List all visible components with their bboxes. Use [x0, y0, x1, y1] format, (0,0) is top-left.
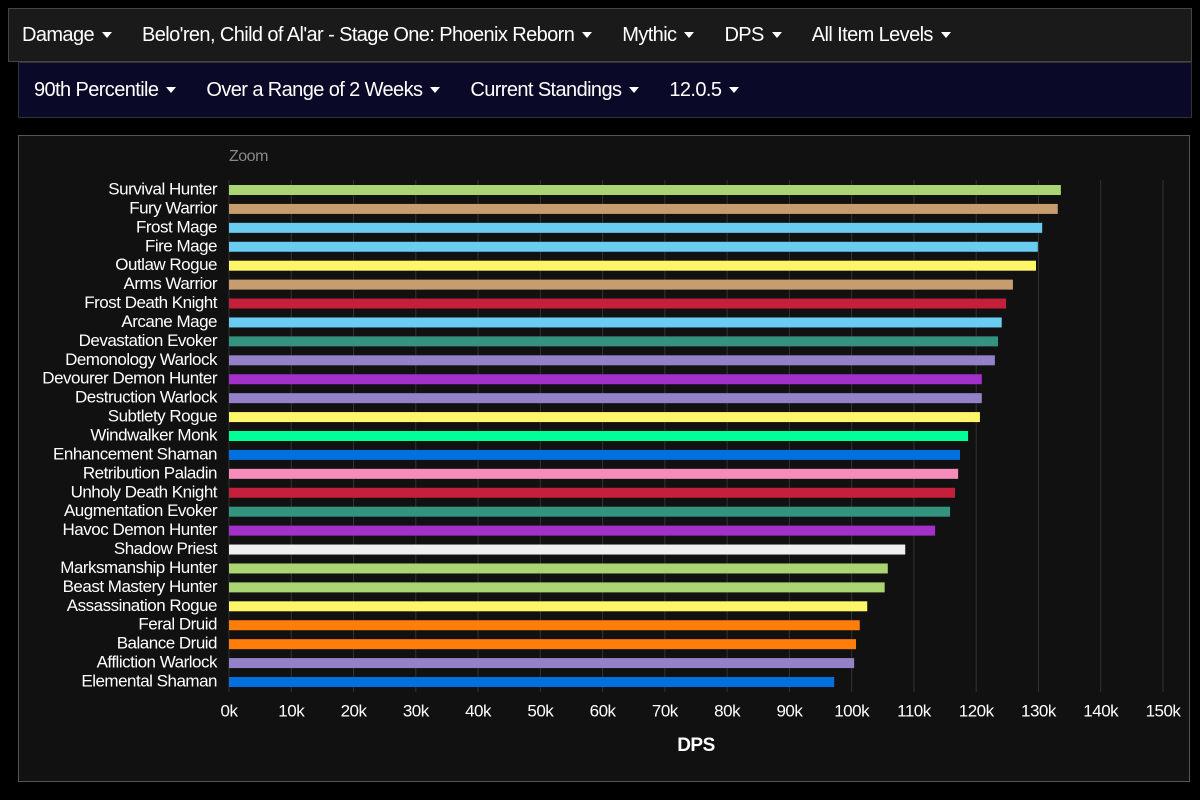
bar [229, 222, 1043, 233]
bar [229, 260, 1036, 271]
bar [229, 412, 980, 423]
bar [229, 620, 860, 631]
dropdown[interactable]: Over a Range of 2 Weeks [206, 79, 440, 102]
bar [229, 279, 1013, 290]
y-tick-label: Frost Death Knight [84, 293, 218, 312]
y-tick-label: Arcane Mage [121, 312, 217, 331]
y-tick-label: Marksmanship Hunter [60, 558, 218, 577]
dropdown[interactable]: Current Standings [470, 79, 639, 102]
x-tick-label: 80k [714, 701, 741, 720]
y-tick-label: Havoc Demon Hunter [63, 520, 218, 539]
x-axis-title: DPS [677, 735, 715, 756]
bar [229, 582, 885, 593]
dropdown[interactable]: All Item Levels [812, 24, 951, 47]
x-tick-label: 50k [527, 701, 554, 720]
y-tick-label: Survival Hunter [108, 179, 218, 198]
bar [229, 355, 995, 366]
bar [229, 336, 998, 347]
bar [229, 317, 1002, 328]
x-tick-label: 110k [897, 701, 932, 720]
bar [229, 639, 857, 650]
x-tick-label: 70k [652, 701, 679, 720]
filter-bar: Damage Belo'ren, Child of Al'ar - Stage O… [8, 8, 1192, 62]
x-tick-label: 20k [341, 701, 368, 720]
x-tick-label: 0k [221, 701, 239, 720]
bar [229, 563, 888, 574]
y-tick-label: Subtlety Rogue [108, 407, 217, 426]
y-tick-label: Beast Mastery Hunter [63, 577, 218, 596]
bar [229, 374, 982, 385]
bar [229, 298, 1007, 309]
zoom-label[interactable]: Zoom [229, 148, 269, 165]
x-tick-label: 130k [1021, 701, 1057, 720]
y-tick-label: Retribution Paladin [83, 463, 217, 482]
y-tick-label: Elemental Shaman [81, 671, 217, 690]
bar [229, 431, 969, 441]
y-tick-label: Arms Warrior [124, 274, 218, 293]
bar [229, 487, 956, 498]
dropdown[interactable]: Mythic [622, 24, 694, 47]
x-tick-label: 90k [776, 701, 803, 720]
y-tick-label: Devourer Demon Hunter [42, 369, 218, 388]
dropdown[interactable]: Belo'ren, Child of Al'ar - Stage One: Ph… [142, 24, 592, 47]
x-tick-label: 40k [465, 701, 492, 720]
bar [229, 525, 936, 536]
x-tick-label: 100k [834, 701, 870, 720]
bar [229, 506, 951, 517]
bar [229, 677, 835, 687]
y-tick-label: Fire Mage [145, 236, 217, 255]
filter-bar: 90th Percentile Over a Range of 2 Weeks Cu… [18, 62, 1192, 118]
bar [229, 658, 855, 669]
y-tick-label: Balance Druid [117, 634, 217, 653]
x-tick-label: 120k [959, 701, 995, 720]
bar [229, 544, 906, 555]
y-tick-label: Frost Mage [136, 217, 217, 236]
dropdown[interactable]: 90th Percentile [34, 79, 176, 102]
y-tick-label: Destruction Warlock [75, 388, 218, 407]
x-tick-label: 10k [278, 701, 305, 720]
bar [229, 601, 868, 612]
bar [229, 449, 961, 460]
y-tick-label: Fury Warrior [129, 198, 218, 217]
bar [229, 203, 1058, 214]
bar [229, 185, 1061, 195]
x-tick-label: 30k [403, 701, 430, 720]
bar [229, 468, 959, 479]
y-tick-label: Affliction Warlock [97, 653, 218, 672]
y-tick-label: Demonology Warlock [65, 350, 218, 369]
y-tick-label: Windwalker Monk [90, 425, 218, 444]
x-tick-label: 150k [1146, 701, 1182, 720]
y-tick-label: Enhancement Shaman [53, 444, 217, 463]
y-tick-label: Devastation Evoker [79, 331, 218, 350]
y-tick-label: Augmentation Evoker [64, 501, 218, 520]
x-tick-label: 60k [590, 701, 617, 720]
dropdown[interactable]: Damage [22, 24, 112, 47]
dropdown[interactable]: DPS [724, 24, 781, 47]
dropdown[interactable]: 12.0.5 [669, 79, 739, 102]
bar [229, 241, 1038, 252]
y-tick-label: Assassination Rogue [67, 596, 217, 615]
y-tick-label: Outlaw Rogue [115, 255, 217, 274]
y-tick-label: Shadow Priest [114, 539, 218, 558]
y-tick-label: Feral Druid [138, 615, 217, 634]
y-tick-label: Unholy Death Knight [71, 482, 218, 501]
x-tick-label: 140k [1083, 701, 1119, 720]
bar [229, 393, 982, 404]
